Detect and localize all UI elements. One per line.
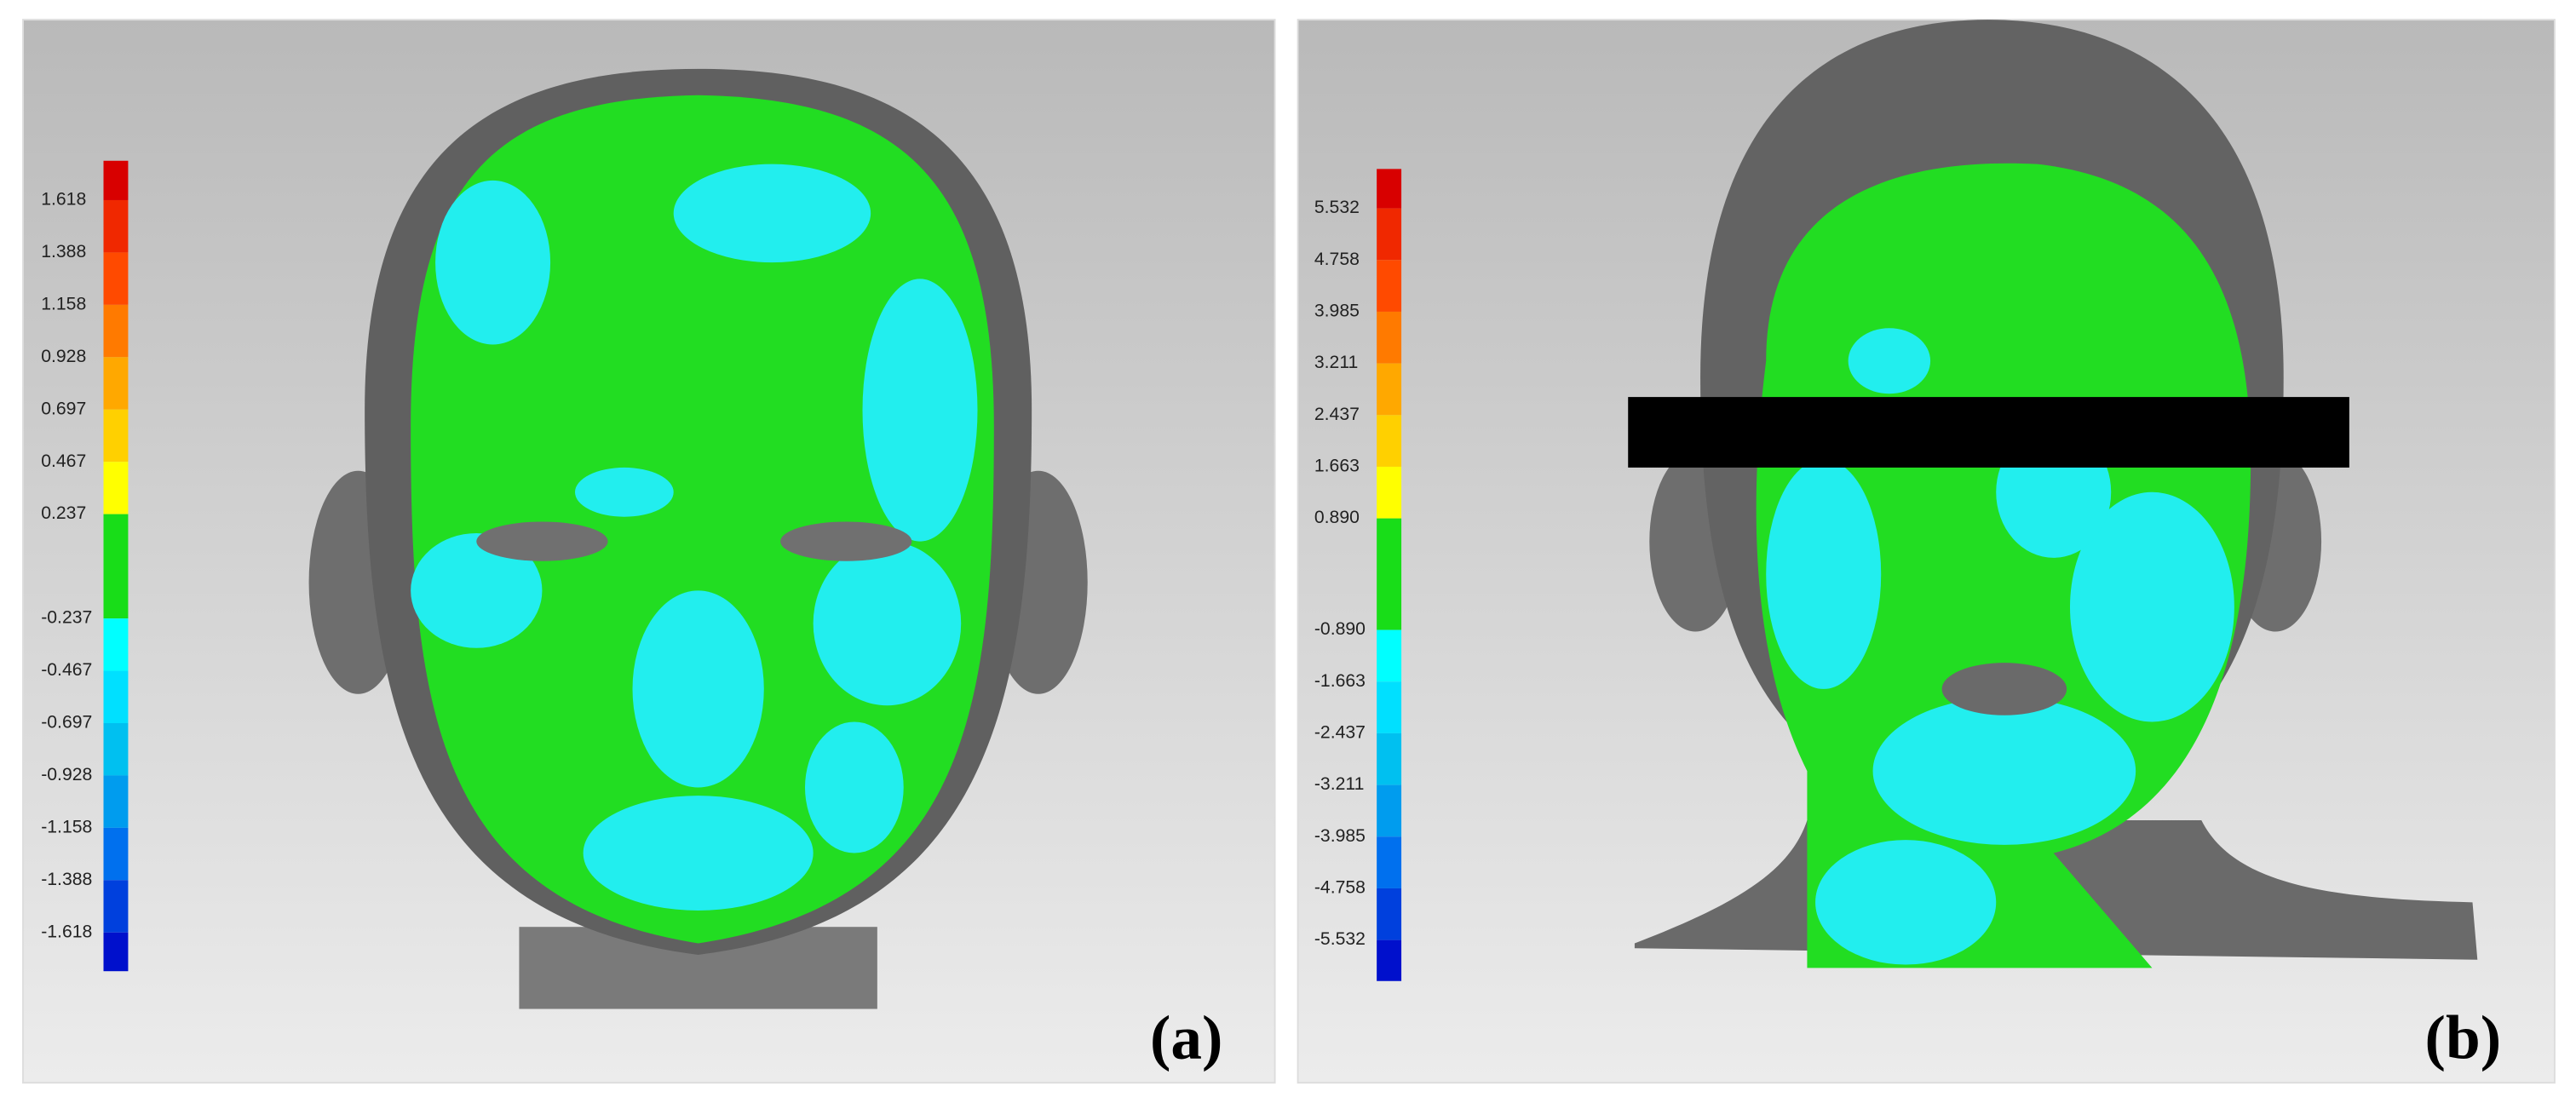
scale-segment bbox=[103, 932, 129, 972]
scale-label: 0.467 bbox=[41, 451, 86, 471]
scale-segment bbox=[1377, 939, 1402, 981]
scale-segment bbox=[1377, 836, 1402, 888]
panel-b bbox=[1297, 19, 2556, 1084]
scale-segment bbox=[103, 304, 129, 358]
eye bbox=[780, 521, 912, 561]
scale-label: 2.437 bbox=[1314, 405, 1360, 424]
scale-label: -0.890 bbox=[1314, 619, 1366, 639]
panel-label: (b) bbox=[2425, 1003, 2502, 1072]
scale-segment bbox=[103, 160, 129, 200]
scale-label: -0.928 bbox=[41, 765, 92, 784]
scale-label: -3.985 bbox=[1314, 826, 1366, 846]
mouth bbox=[1941, 663, 2067, 715]
scale-segment bbox=[103, 827, 129, 881]
scale-segment bbox=[1377, 518, 1402, 630]
scale-label: 4.758 bbox=[1314, 250, 1360, 269]
scale-segment bbox=[1377, 466, 1402, 519]
scale-label: 0.697 bbox=[41, 399, 86, 418]
scale-segment bbox=[103, 252, 129, 305]
scale-label: 5.532 bbox=[1314, 198, 1360, 217]
panel-label: (a) bbox=[1150, 1003, 1222, 1072]
scale-label: -4.758 bbox=[1314, 878, 1366, 898]
scale-label: -0.697 bbox=[41, 713, 92, 733]
scale-label: -3.211 bbox=[1314, 774, 1365, 794]
scale-label: 1.618 bbox=[41, 190, 86, 210]
scale-label: 0.928 bbox=[41, 347, 86, 366]
scale-segment bbox=[1377, 169, 1402, 209]
scale-segment bbox=[1377, 629, 1402, 682]
scale-label: -1.663 bbox=[1314, 671, 1366, 691]
scale-label: -0.467 bbox=[41, 660, 92, 680]
scale-segment bbox=[1377, 733, 1402, 785]
scale-label: 3.985 bbox=[1314, 302, 1360, 321]
deviation-region bbox=[1766, 328, 2234, 965]
scale-label: 0.890 bbox=[1314, 508, 1360, 527]
scale-segment bbox=[1377, 363, 1402, 416]
scale-label: -5.532 bbox=[1314, 929, 1366, 949]
scale-segment bbox=[103, 357, 129, 410]
panel-a bbox=[22, 19, 1276, 1084]
scale-label: -0.237 bbox=[41, 608, 92, 628]
scale-segment bbox=[103, 462, 129, 514]
scale-segment bbox=[1377, 681, 1402, 733]
scale-segment bbox=[103, 722, 129, 776]
scale-label: -1.388 bbox=[41, 870, 92, 889]
eye-bar bbox=[1628, 397, 2349, 468]
scale-segment bbox=[1377, 888, 1402, 940]
scale-segment bbox=[103, 409, 129, 463]
scale-segment bbox=[103, 199, 129, 253]
eye bbox=[476, 521, 608, 561]
scale-segment bbox=[103, 618, 129, 671]
scale-label: -2.437 bbox=[1314, 723, 1366, 743]
scale-segment bbox=[1377, 784, 1402, 837]
scale-segment bbox=[103, 514, 129, 619]
scale-segment bbox=[1377, 311, 1402, 364]
scale-label: -1.618 bbox=[41, 922, 92, 941]
scale-label: 1.388 bbox=[41, 242, 86, 261]
scale-segment bbox=[1377, 208, 1402, 261]
scale-segment bbox=[1377, 415, 1402, 467]
scale-segment bbox=[103, 880, 129, 933]
scale-label: 0.237 bbox=[41, 503, 86, 523]
scale-label: 3.211 bbox=[1314, 353, 1358, 372]
scale-segment bbox=[103, 670, 129, 723]
scale-label: 1.158 bbox=[41, 294, 86, 313]
scale-label: -1.158 bbox=[41, 817, 92, 836]
scale-segment bbox=[1377, 260, 1402, 312]
scale-label: 1.663 bbox=[1314, 457, 1360, 476]
scale-segment bbox=[103, 775, 129, 828]
deviation-region bbox=[411, 164, 978, 911]
